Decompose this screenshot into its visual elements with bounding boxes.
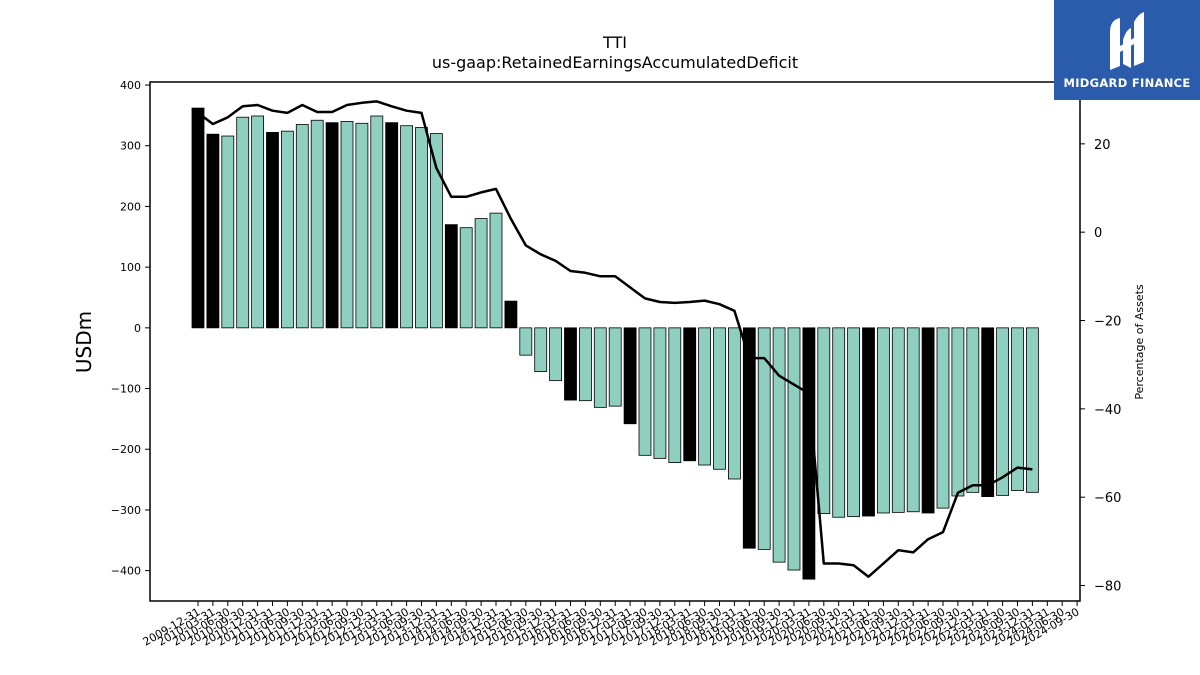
bar-2021-12-31 (906, 327, 920, 513)
bar-2023-12-31 (1026, 327, 1039, 493)
bar-2021-06-30 (877, 327, 890, 514)
bar-2011-03-31 (266, 131, 279, 329)
chart-title: TTI (602, 33, 627, 52)
bar-2015-06-30 (519, 327, 533, 356)
bar-2015-09-30 (534, 327, 548, 372)
bar-2016-09-30 (593, 327, 607, 408)
bar-2023-09-30 (1011, 327, 1024, 491)
y-tick-label: 300 (120, 140, 141, 153)
bar-2010-12-31 (251, 115, 265, 329)
y2-axis-label: Percentage of Assets (1133, 284, 1146, 400)
bar-2017-03-31 (623, 327, 637, 425)
y-tick-label: −100 (111, 383, 141, 396)
midgard-logo-icon (1110, 12, 1144, 70)
bar-2017-12-31 (668, 327, 682, 463)
y-tick-label: −200 (111, 443, 141, 456)
bar-2020-12-31 (847, 327, 860, 518)
bar-2022-09-30 (951, 327, 965, 497)
y-tick-label: −400 (111, 565, 141, 578)
bar-2022-03-31 (921, 327, 935, 514)
bar-2011-09-30 (295, 124, 309, 329)
ticks-layer: −400−300−200−1000100200300400−80−60−40−2… (111, 79, 1122, 649)
bar-2020-06-30 (817, 327, 831, 514)
bar-2022-06-30 (936, 327, 950, 509)
bar-2013-09-30 (415, 127, 428, 329)
bar-2013-03-31 (385, 122, 399, 329)
bar-2010-06-30 (221, 135, 235, 329)
bar-2023-03-31 (981, 327, 995, 497)
bar-2016-06-30 (579, 327, 592, 402)
bar-2018-03-31 (683, 327, 697, 462)
bar-2020-09-30 (832, 327, 846, 518)
bar-2019-12-31 (787, 327, 801, 571)
bar-2010-09-30 (236, 116, 250, 329)
bar-2017-09-30 (653, 327, 667, 459)
y-tick-label: 200 (120, 200, 141, 213)
plot-frame (149, 81, 1081, 602)
bar-2009-12-31 (191, 107, 205, 329)
y-axis-label: USDm (72, 311, 96, 373)
midgard-finance-logo: MIDGARD FINANCE (1054, 0, 1200, 100)
bar-2016-03-31 (564, 327, 577, 401)
y-tick-label: −300 (111, 504, 141, 517)
bar-2019-03-31 (742, 327, 756, 549)
y-tick-label: 100 (120, 261, 141, 274)
bar-2021-03-31 (862, 327, 875, 517)
bar-2019-06-30 (757, 327, 771, 550)
y2-tick-label: −20 (1094, 315, 1121, 330)
bar-2014-03-31 (444, 224, 458, 329)
y2-tick-label: 0 (1094, 226, 1102, 241)
bar-2013-06-30 (400, 125, 414, 329)
bar-2014-12-31 (489, 212, 503, 329)
bar-2011-12-31 (310, 119, 324, 329)
bar-2012-06-30 (340, 121, 354, 329)
y2-tick-label: −80 (1094, 580, 1121, 595)
bar-2016-12-31 (608, 327, 622, 407)
bar-2011-06-30 (280, 130, 294, 329)
bar-2018-09-30 (713, 327, 726, 470)
bar-2022-12-31 (966, 327, 980, 493)
bar-2012-12-31 (370, 115, 384, 329)
bar-2010-03-31 (206, 133, 220, 329)
y-tick-label: 0 (134, 322, 141, 335)
bar-2019-09-30 (772, 327, 786, 563)
y2-tick-label: −60 (1094, 491, 1121, 506)
percentage-of-assets-line (197, 100, 1033, 578)
bar-2018-12-31 (728, 327, 741, 480)
bar-2015-12-31 (549, 327, 562, 382)
bar-2014-06-30 (459, 227, 473, 329)
bar-2023-06-30 (996, 327, 1009, 496)
bar-2012-09-30 (355, 122, 369, 329)
bar-2018-06-30 (698, 327, 711, 466)
brand-name: MIDGARD FINANCE (1063, 76, 1191, 90)
bar-2015-03-31 (504, 300, 518, 329)
bar-2017-06-30 (638, 327, 652, 456)
bar-2012-03-31 (325, 122, 339, 329)
y-tick-label: 400 (120, 79, 141, 92)
bars-layer (191, 107, 1039, 580)
y2-tick-label: −40 (1094, 403, 1121, 418)
bar-2013-12-31 (429, 133, 443, 329)
y2-tick-label: 20 (1094, 138, 1111, 153)
bar-2014-09-30 (474, 218, 488, 329)
chart-subtitle: us-gaap:RetainedEarningsAccumulatedDefic… (432, 53, 798, 72)
bar-2021-09-30 (891, 327, 905, 513)
